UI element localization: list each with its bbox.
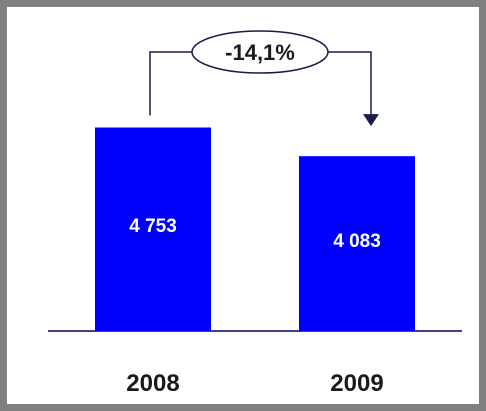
bar-2009 (299, 156, 415, 331)
bar-value-label: 4 083 (333, 231, 381, 252)
bar-value-label: 4 753 (129, 216, 177, 237)
change-bracket-right (328, 51, 372, 117)
category-label: 2009 (330, 370, 383, 397)
category-label: 2008 (126, 370, 179, 397)
change-ellipse (191, 30, 329, 74)
bar-2008 (95, 127, 211, 331)
change-percent-label: -14,1% (225, 40, 295, 65)
change-arrowhead (363, 114, 379, 127)
change-bracket-left (149, 51, 192, 116)
